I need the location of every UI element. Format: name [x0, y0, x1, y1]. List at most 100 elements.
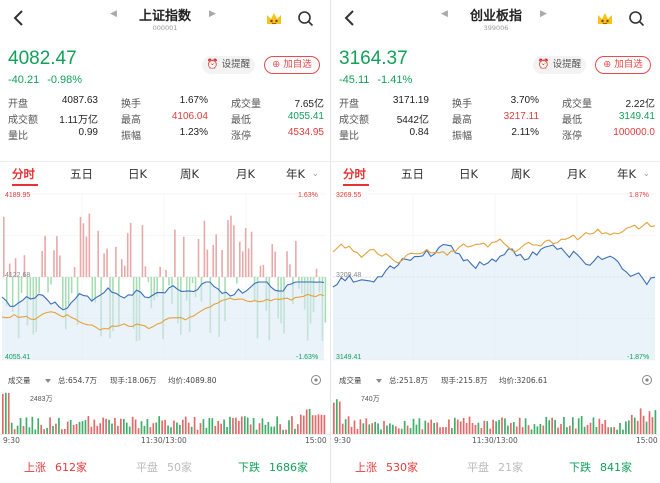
more-chevron-icon[interactable]: ⌄ — [312, 169, 319, 178]
intraday-chart[interactable] — [331, 188, 660, 370]
buy-strength-bar — [315, 268, 318, 277]
set-reminder-button[interactable]: ⏰ 设提醒 — [202, 56, 255, 74]
volume-bar — [305, 409, 308, 434]
sell-strength-bar — [91, 277, 94, 301]
tab-weekly-k[interactable]: 周K — [180, 167, 200, 181]
volume-bar — [548, 420, 551, 434]
buy-strength-bar — [3, 216, 5, 277]
volume-bar — [302, 415, 305, 434]
volume-bar — [610, 427, 612, 434]
tab-intraday[interactable]: 分时 — [343, 167, 366, 181]
volume-bar — [31, 416, 34, 434]
tab-monthly-k[interactable]: 月K — [236, 167, 256, 181]
volume-bar — [13, 429, 16, 434]
market-breadth-footer: 上涨 612家 平盘 50家 下跌 1686家 — [0, 452, 330, 483]
volume-bar — [252, 417, 255, 434]
add-watchlist-button[interactable]: ⊕ 加自选 — [595, 56, 651, 74]
back-arrow-icon[interactable] — [341, 8, 359, 28]
intraday-chart[interactable] — [0, 188, 330, 370]
volume-bar — [400, 428, 403, 434]
volume-bar — [211, 418, 214, 434]
prev-index-arrow-icon[interactable]: ◀ — [441, 9, 448, 19]
volume-bar — [66, 421, 69, 434]
stat-value: 4055.41 — [287, 111, 324, 122]
volume-selector[interactable]: 成交量 — [339, 376, 362, 385]
crown-icon[interactable] — [596, 10, 614, 28]
buy-strength-bar — [182, 236, 185, 277]
stat-value: 3217.11 — [503, 111, 539, 122]
volume-bar — [46, 427, 48, 434]
prev-index-arrow-icon[interactable]: ◀ — [110, 9, 117, 19]
volume-bar — [518, 417, 521, 434]
volume-bar — [49, 417, 51, 434]
tab-yearly-k[interactable]: 年K — [617, 167, 637, 181]
set-reminder-button[interactable]: ⏰ 设提醒 — [533, 56, 586, 74]
sell-strength-bar — [147, 277, 150, 283]
tab-five-day[interactable]: 五日 — [70, 167, 93, 181]
volume-dropdown-icon[interactable] — [45, 379, 51, 383]
volume-bar — [179, 424, 181, 434]
tab-five-day[interactable]: 五日 — [401, 167, 424, 181]
volume-bar — [651, 417, 654, 434]
volume-bar — [527, 425, 530, 434]
volume-bar — [359, 419, 362, 434]
volume-bar — [648, 411, 651, 434]
volume-bar — [448, 419, 450, 434]
tab-daily-k[interactable]: 日K — [459, 167, 479, 181]
stat-value: 3171.19 — [392, 95, 429, 106]
volume-bar — [445, 427, 447, 434]
buy-strength-bar — [73, 267, 76, 277]
stat-value: 3149.41 — [618, 111, 655, 122]
volume-bar — [601, 423, 604, 434]
volume-bar — [111, 423, 113, 434]
sell-strength-bar — [194, 277, 197, 298]
stat-label: 涨停 — [231, 131, 251, 142]
volume-bar — [167, 425, 169, 434]
volume-selector[interactable]: 成交量 — [8, 376, 31, 385]
volume-bar — [276, 416, 279, 434]
settings-icon[interactable] — [641, 374, 653, 386]
next-index-arrow-icon[interactable]: ▶ — [209, 9, 216, 19]
next-index-arrow-icon[interactable]: ▶ — [540, 9, 547, 19]
add-watchlist-button[interactable]: ⊕ 加自选 — [264, 56, 320, 74]
tab-weekly-k[interactable]: 周K — [511, 167, 531, 181]
sell-strength-bar — [153, 277, 156, 301]
crown-icon[interactable] — [265, 10, 283, 28]
sell-strength-bar — [5, 277, 8, 306]
search-icon[interactable] — [628, 10, 645, 27]
pct-top-label: 1.63% — [298, 192, 318, 199]
buy-strength-bar — [14, 258, 17, 277]
volume-bar — [170, 427, 172, 434]
nav-bar: ◀ 创业板指 399006 ▶ — [331, 0, 660, 40]
avg-price-line — [1, 293, 325, 331]
volume-bar — [374, 421, 376, 434]
price-top-label: 4189.95 — [5, 192, 31, 199]
volume-bar — [108, 419, 110, 434]
tab-monthly-k[interactable]: 月K — [567, 167, 587, 181]
volume-bar — [633, 417, 636, 434]
settings-icon[interactable] — [310, 374, 322, 386]
volume-dropdown-icon[interactable] — [376, 379, 382, 383]
sell-strength-bar — [29, 277, 32, 301]
volume-bar — [25, 417, 28, 434]
more-chevron-icon[interactable]: ⌄ — [643, 169, 650, 178]
volume-bar — [492, 419, 494, 434]
search-icon[interactable] — [297, 10, 314, 27]
volume-bar — [282, 429, 284, 434]
nav-bar: ◀ 上证指数 000001 ▶ — [0, 0, 330, 40]
tab-yearly-k[interactable]: 年K — [286, 167, 306, 181]
tab-daily-k[interactable]: 日K — [128, 167, 148, 181]
volume-bar — [451, 428, 453, 434]
volume-bar — [415, 424, 418, 434]
volume-bar — [16, 425, 19, 434]
volume-bar — [229, 416, 231, 434]
back-arrow-icon[interactable] — [10, 8, 28, 28]
volume-bar — [412, 418, 415, 434]
volume-bar — [143, 425, 146, 434]
volume-bar — [122, 418, 125, 434]
sell-strength-bar — [64, 277, 67, 330]
index-code: 399006 — [483, 24, 509, 32]
volume-bar — [639, 408, 642, 434]
volume-bar — [539, 423, 542, 434]
tab-intraday[interactable]: 分时 — [12, 167, 35, 181]
